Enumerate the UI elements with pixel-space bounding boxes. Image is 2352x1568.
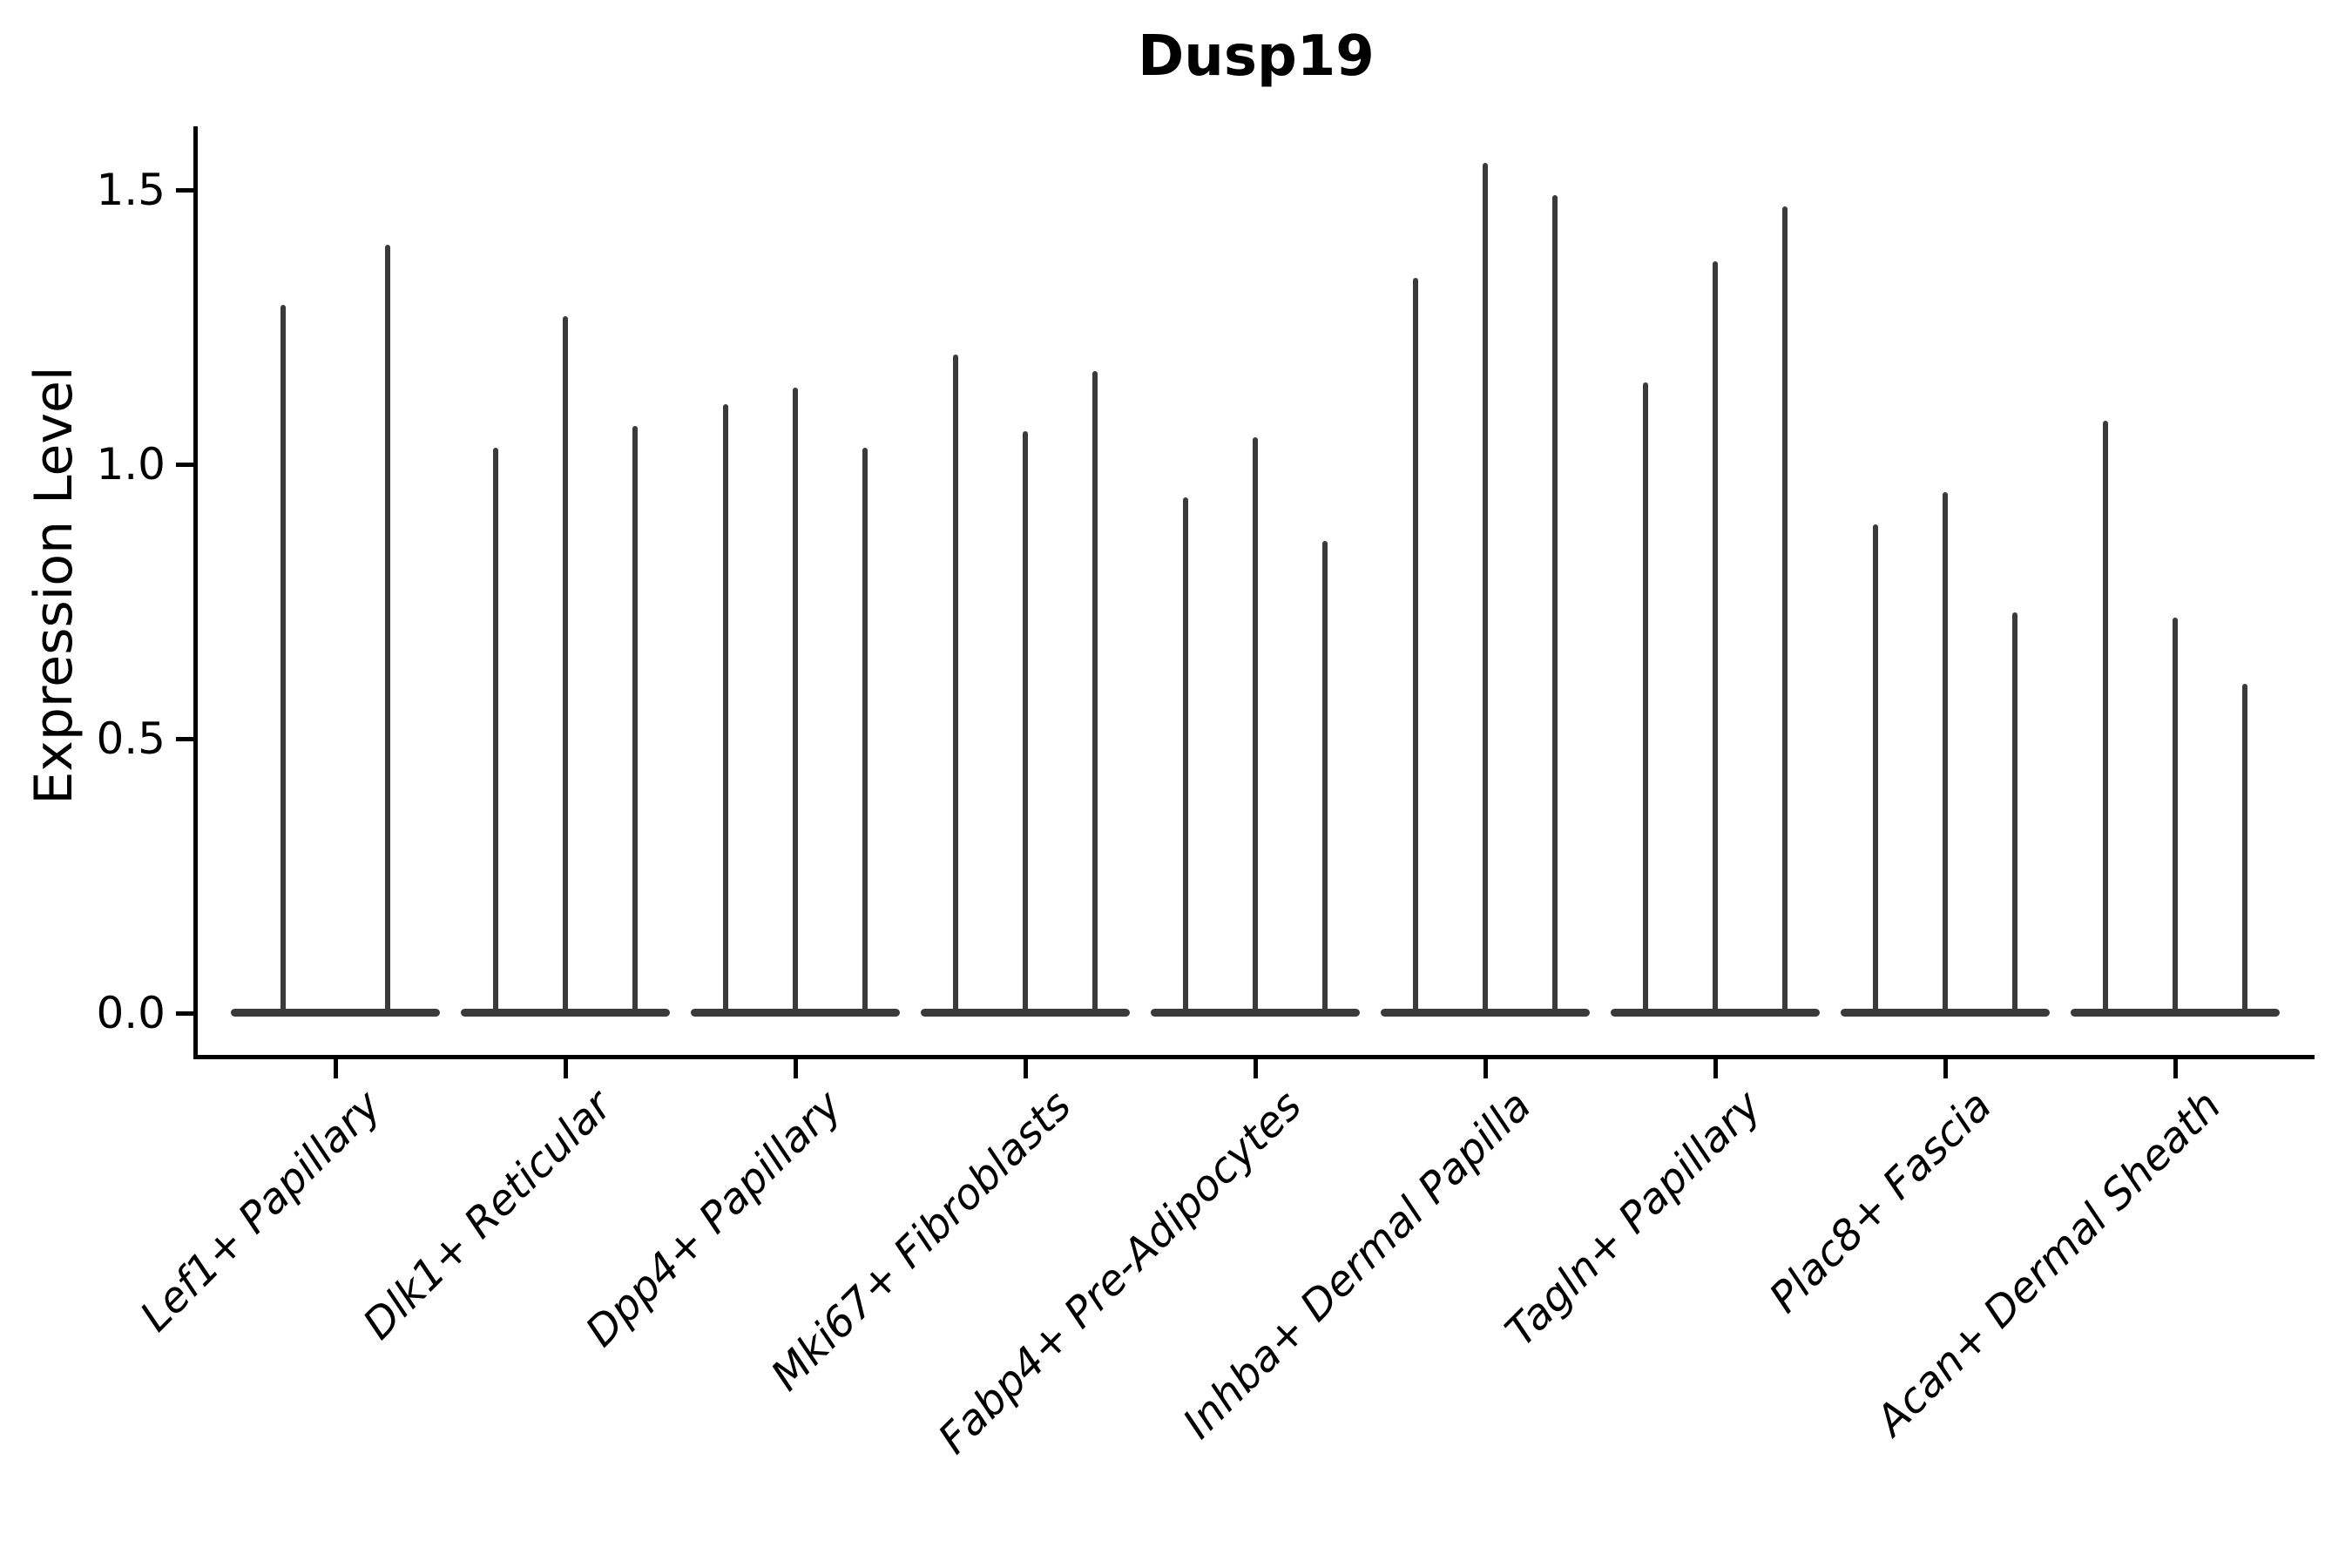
y-tick-label: 0.0: [96, 988, 166, 1038]
violin-spike: [2103, 420, 2108, 1013]
y-tick-mark: [176, 188, 193, 193]
violin-spike: [1322, 541, 1328, 1013]
violin-spike: [632, 425, 638, 1013]
violin-spike: [1483, 162, 1488, 1013]
x-tick-label: Dlk1+ Reticular: [353, 1081, 621, 1349]
violin-spike: [1782, 206, 1788, 1013]
violin-spike: [280, 305, 286, 1013]
x-tick-mark: [564, 1059, 568, 1078]
violin-spike: [2012, 612, 2017, 1013]
violin-spike: [2242, 684, 2247, 1013]
violin-spike: [953, 355, 958, 1013]
x-axis-spine: [193, 1055, 2315, 1059]
violin-spike: [723, 403, 728, 1013]
violin-spike: [1092, 370, 1098, 1013]
x-tick-label: Tagln+ Papillary: [1496, 1081, 1771, 1356]
violin-base-band: [231, 1009, 440, 1017]
y-tick-label: 1.5: [96, 165, 166, 215]
violin-spike: [1643, 382, 1648, 1013]
violin-spike: [862, 448, 868, 1013]
x-tick-label: Dpp4+ Papillary: [576, 1081, 851, 1356]
chart-title: Dusp19: [1138, 24, 1375, 89]
violin-spike: [1552, 195, 1558, 1013]
x-tick-mark: [2173, 1059, 2178, 1078]
violin-spike: [1873, 524, 1878, 1013]
y-tick-label: 1.0: [96, 439, 166, 490]
x-tick-mark: [334, 1059, 338, 1078]
x-tick-mark: [794, 1059, 798, 1078]
x-tick-mark: [1484, 1059, 1488, 1078]
y-tick-mark: [176, 1011, 193, 1016]
x-tick-mark: [1943, 1059, 1948, 1078]
x-tick-mark: [1024, 1059, 1028, 1078]
x-tick-label: Plac8+ Fascia: [1760, 1081, 2001, 1322]
violin-spike: [1023, 431, 1028, 1013]
y-axis-spine: [193, 126, 198, 1059]
y-tick-mark: [176, 463, 193, 467]
violin-spike: [563, 315, 568, 1013]
violin-spike: [1713, 260, 1718, 1013]
violin-spike: [385, 245, 390, 1013]
violin-spike: [1413, 277, 1418, 1013]
y-tick-label: 0.5: [96, 713, 166, 764]
x-tick-mark: [1713, 1059, 1718, 1078]
violin-spike: [2173, 618, 2178, 1013]
violin-spike: [793, 387, 798, 1013]
violin-spike: [1183, 497, 1188, 1013]
y-tick-mark: [176, 737, 193, 741]
violin-spike: [1943, 491, 1948, 1013]
violin-spike: [493, 448, 498, 1013]
x-tick-label: Lef1+ Papillary: [131, 1081, 391, 1342]
violin-spike: [1253, 436, 1258, 1013]
x-tick-mark: [1254, 1059, 1258, 1078]
